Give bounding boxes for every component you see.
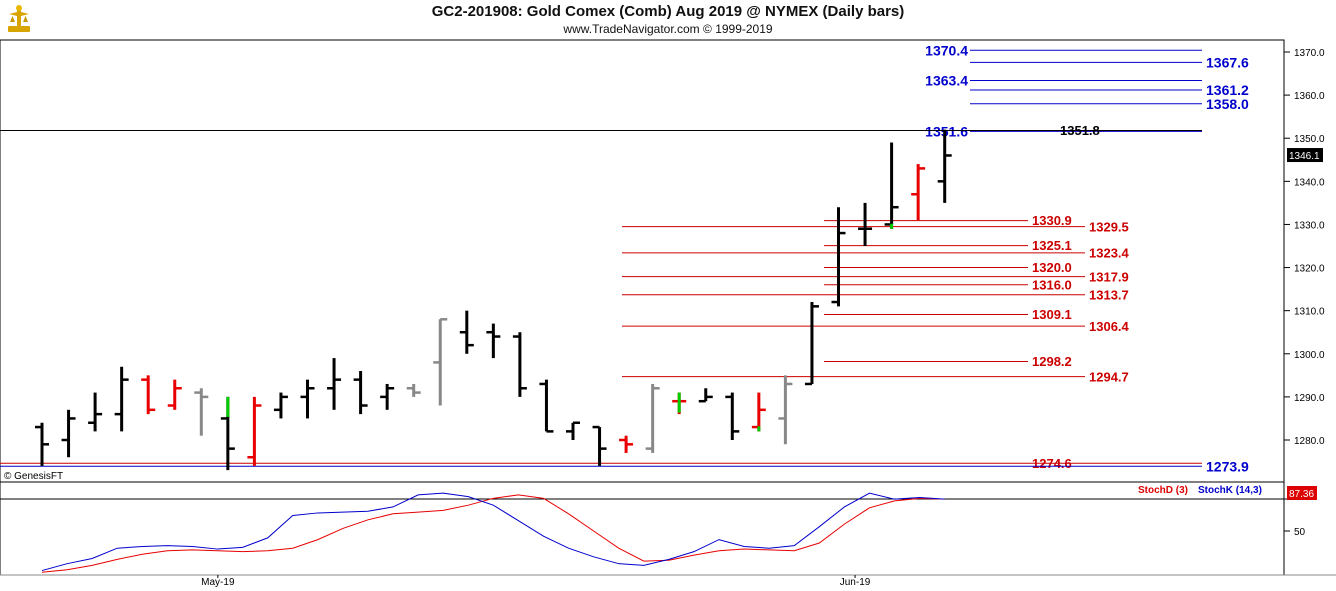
level-label: 1320.0 (1032, 260, 1072, 275)
level-label: 1370.4 (925, 42, 968, 58)
price-bar (751, 392, 766, 432)
y-tick-label: 1300.0 (1294, 350, 1325, 361)
price-bar (167, 379, 182, 410)
stochastic-panel: StochD (3) StochK (14,3) 50 87.36 (41, 485, 1317, 573)
level-label: 1306.4 (1089, 319, 1130, 334)
price-bar (486, 323, 501, 359)
last-price-box (1287, 148, 1323, 163)
price-bar (61, 409, 76, 458)
level-label: 1323.4 (1089, 246, 1130, 261)
price-bar (247, 396, 262, 466)
level-label: 1309.1 (1032, 307, 1072, 322)
price-bar (937, 129, 952, 203)
stoch-series-line (41, 494, 945, 573)
price-bar (698, 388, 713, 403)
level-label: 1330.9 (1032, 213, 1072, 228)
level-label: 1351.8 (1060, 123, 1100, 138)
price-bar (300, 379, 315, 419)
stoch-series-line (41, 492, 945, 572)
price-bar (672, 392, 687, 415)
level-label: 1317.9 (1089, 269, 1129, 284)
price-bar (884, 142, 899, 229)
price-bar (35, 422, 49, 466)
level-label: 1325.1 (1032, 238, 1072, 253)
level-label: 1367.6 (1206, 54, 1249, 70)
level-label: 1329.5 (1089, 219, 1129, 234)
trade-navigator-logo-icon (6, 4, 32, 34)
price-bar (831, 207, 846, 307)
y-tick-label: 1350.0 (1294, 134, 1325, 145)
chart-header: GC2-201908: Gold Comex (Comb) Aug 2019 @… (0, 0, 1336, 40)
level-label: 1298.2 (1032, 354, 1072, 369)
level-label: 1294.7 (1089, 369, 1129, 384)
price-bar (220, 396, 235, 471)
price-bars (35, 129, 952, 471)
chart-title: GC2-201908: Gold Comex (Comb) Aug 2019 @… (431, 3, 905, 20)
price-bar (539, 379, 554, 433)
level-label: 1363.4 (925, 72, 968, 88)
time-axis: May-19 Jun-19 (201, 575, 871, 588)
plot-frame (0, 39, 1285, 576)
price-bar (273, 392, 288, 419)
price-bar (804, 302, 819, 386)
price-bar (406, 383, 421, 397)
stoch-y-tick-label: 50 (1294, 527, 1306, 538)
y-tick-label: 1360.0 (1294, 91, 1325, 102)
price-bar (380, 383, 395, 410)
last-price-label: 1346.1 (1289, 151, 1320, 162)
level-label: 1361.2 (1206, 82, 1249, 98)
price-bar (194, 388, 209, 436)
y-tick-label: 1340.0 (1294, 177, 1325, 188)
price-bar (433, 318, 448, 406)
price-bar (459, 310, 474, 354)
level-label: 1273.9 (1206, 458, 1249, 474)
price-bar (88, 392, 103, 432)
x-tick-label: May-19 (201, 577, 235, 588)
price-bar (592, 425, 607, 466)
y-tick-label: 1370.0 (1294, 48, 1325, 59)
price-bar (141, 375, 156, 415)
y-tick-label: 1290.0 (1294, 393, 1325, 404)
level-label: 1316.0 (1032, 277, 1072, 292)
level-label: 1351.6 (925, 123, 968, 139)
y-tick-label: 1310.0 (1294, 307, 1325, 318)
level-label: 1313.7 (1089, 287, 1129, 302)
level-label: 1274.6 (1032, 456, 1072, 471)
price-bar (566, 421, 580, 440)
y-tick-label: 1320.0 (1294, 264, 1325, 275)
price-bar (114, 366, 129, 432)
price-bar (353, 371, 368, 415)
price-bar (858, 202, 873, 246)
y-tick-label: 1330.0 (1294, 220, 1325, 231)
price-bar (619, 435, 634, 453)
stoch-last-value-label: 87.36 (1289, 489, 1314, 500)
stoch-last-value-box (1287, 486, 1317, 500)
genesis-watermark: © GenesisFT (4, 471, 63, 482)
price-bar (778, 375, 793, 445)
price-bar (725, 392, 740, 440)
price-bar (911, 164, 926, 221)
y-tick-label: 1280.0 (1294, 436, 1325, 447)
price-axis: 1370.0 1360.0 1350.0 1340.0 1330.0 1320.0 1310… (1284, 48, 1325, 447)
level-label: 1358.0 (1206, 96, 1249, 112)
price-bar (512, 332, 527, 397)
price-bar (327, 358, 342, 410)
legend-stochk: StochK (14,3) (1198, 485, 1262, 496)
chart-subtitle: www.TradeNavigator.com © 1999-2019 (563, 22, 773, 36)
x-tick-label: Jun-19 (840, 577, 871, 588)
legend-stochd: StochD (3) (1138, 485, 1188, 496)
price-bar (645, 383, 660, 453)
